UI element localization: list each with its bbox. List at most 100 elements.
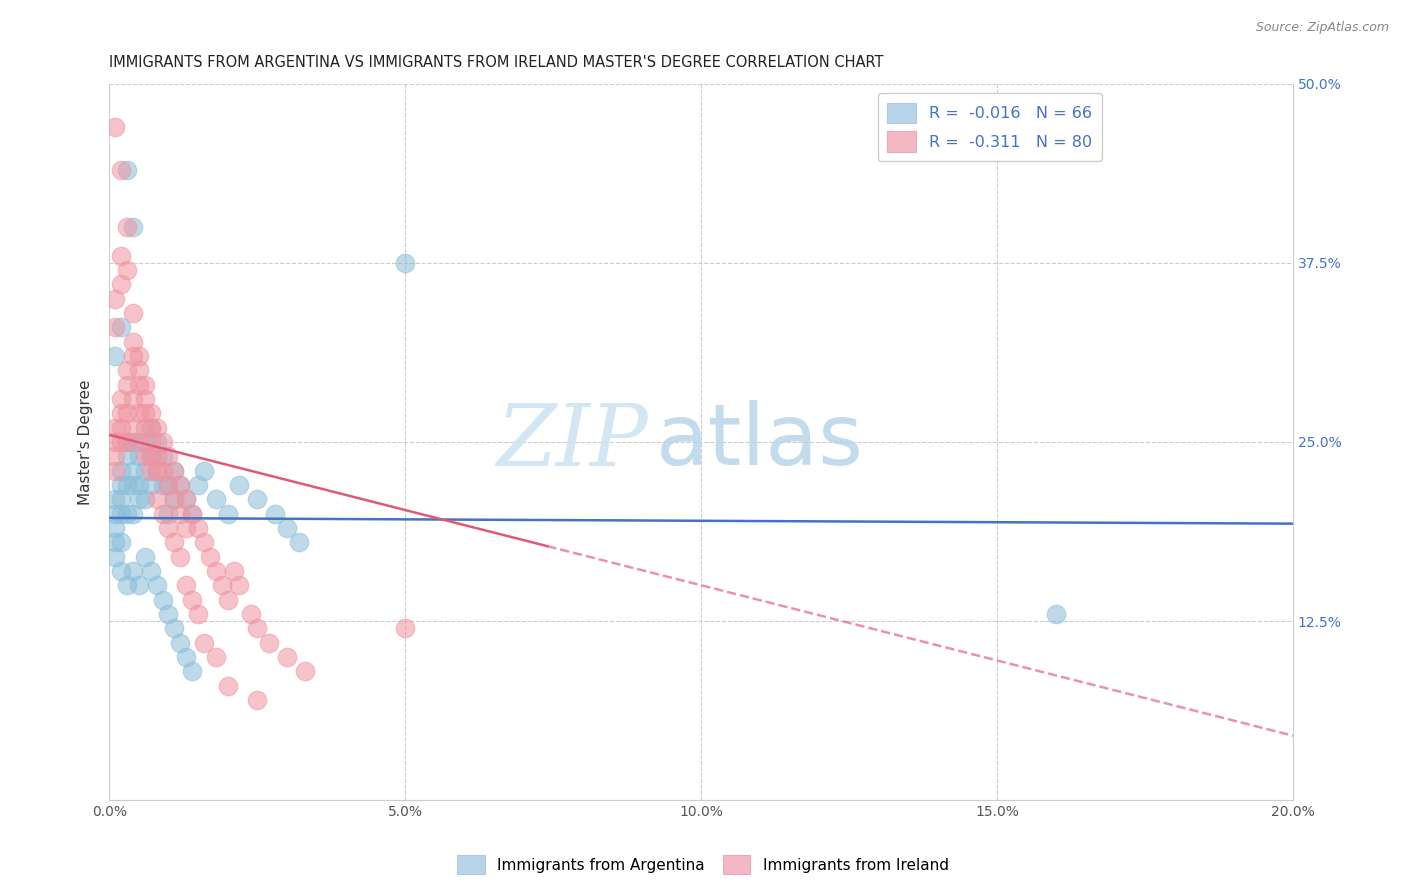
Point	[128, 377, 150, 392]
Point	[217, 507, 239, 521]
Point	[110, 320, 132, 334]
Point	[110, 392, 132, 406]
Point	[115, 507, 138, 521]
Point	[152, 478, 174, 492]
Point	[128, 434, 150, 449]
Point	[169, 507, 191, 521]
Point	[228, 578, 250, 592]
Point	[163, 464, 186, 478]
Point	[134, 420, 156, 434]
Point	[169, 478, 191, 492]
Point	[157, 521, 180, 535]
Point	[115, 377, 138, 392]
Point	[110, 478, 132, 492]
Point	[104, 420, 127, 434]
Point	[134, 377, 156, 392]
Text: ZIP: ZIP	[496, 401, 648, 483]
Point	[174, 578, 197, 592]
Point	[122, 334, 145, 349]
Point	[110, 162, 132, 177]
Point	[169, 478, 191, 492]
Point	[204, 649, 226, 664]
Point	[240, 607, 263, 621]
Point	[246, 621, 269, 635]
Point	[181, 592, 204, 607]
Point	[169, 549, 191, 564]
Point	[115, 263, 138, 277]
Point	[193, 464, 215, 478]
Point	[139, 450, 162, 464]
Point	[139, 450, 162, 464]
Text: Source: ZipAtlas.com: Source: ZipAtlas.com	[1256, 21, 1389, 34]
Point	[128, 406, 150, 420]
Point	[163, 621, 186, 635]
Point	[217, 592, 239, 607]
Point	[187, 521, 209, 535]
Point	[128, 450, 150, 464]
Point	[145, 420, 167, 434]
Point	[139, 564, 162, 578]
Point	[152, 464, 174, 478]
Point	[228, 478, 250, 492]
Point	[115, 162, 138, 177]
Point	[145, 492, 167, 507]
Point	[104, 521, 127, 535]
Point	[104, 464, 127, 478]
Point	[145, 434, 167, 449]
Point	[152, 592, 174, 607]
Point	[110, 434, 132, 449]
Point	[104, 507, 127, 521]
Point	[115, 578, 138, 592]
Point	[145, 578, 167, 592]
Point	[122, 220, 145, 235]
Point	[122, 464, 145, 478]
Point	[134, 549, 156, 564]
Point	[145, 464, 167, 478]
Point	[122, 434, 145, 449]
Point	[152, 450, 174, 464]
Point	[110, 406, 132, 420]
Text: IMMIGRANTS FROM ARGENTINA VS IMMIGRANTS FROM IRELAND MASTER'S DEGREE CORRELATION: IMMIGRANTS FROM ARGENTINA VS IMMIGRANTS …	[110, 55, 884, 70]
Legend: Immigrants from Argentina, Immigrants from Ireland: Immigrants from Argentina, Immigrants fr…	[451, 849, 955, 880]
Point	[152, 434, 174, 449]
Point	[169, 635, 191, 649]
Point	[193, 535, 215, 549]
Point	[287, 535, 309, 549]
Point	[174, 521, 197, 535]
Point	[104, 434, 127, 449]
Point	[122, 306, 145, 320]
Point	[115, 478, 138, 492]
Point	[110, 420, 132, 434]
Point	[104, 535, 127, 549]
Point	[134, 450, 156, 464]
Point	[394, 621, 416, 635]
Point	[110, 464, 132, 478]
Point	[104, 120, 127, 134]
Point	[204, 564, 226, 578]
Point	[139, 420, 162, 434]
Point	[122, 349, 145, 363]
Point	[128, 492, 150, 507]
Point	[204, 492, 226, 507]
Point	[115, 363, 138, 377]
Y-axis label: Master's Degree: Master's Degree	[79, 379, 93, 505]
Point	[193, 635, 215, 649]
Point	[128, 349, 150, 363]
Point	[294, 664, 316, 678]
Point	[145, 464, 167, 478]
Point	[163, 464, 186, 478]
Point	[139, 478, 162, 492]
Point	[187, 607, 209, 621]
Point	[181, 507, 204, 521]
Point	[104, 549, 127, 564]
Point	[122, 478, 145, 492]
Point	[115, 434, 138, 449]
Point	[115, 450, 138, 464]
Point	[276, 521, 298, 535]
Point	[115, 220, 138, 235]
Point	[211, 578, 233, 592]
Point	[104, 320, 127, 334]
Point	[145, 450, 167, 464]
Point	[104, 492, 127, 507]
Point	[174, 649, 197, 664]
